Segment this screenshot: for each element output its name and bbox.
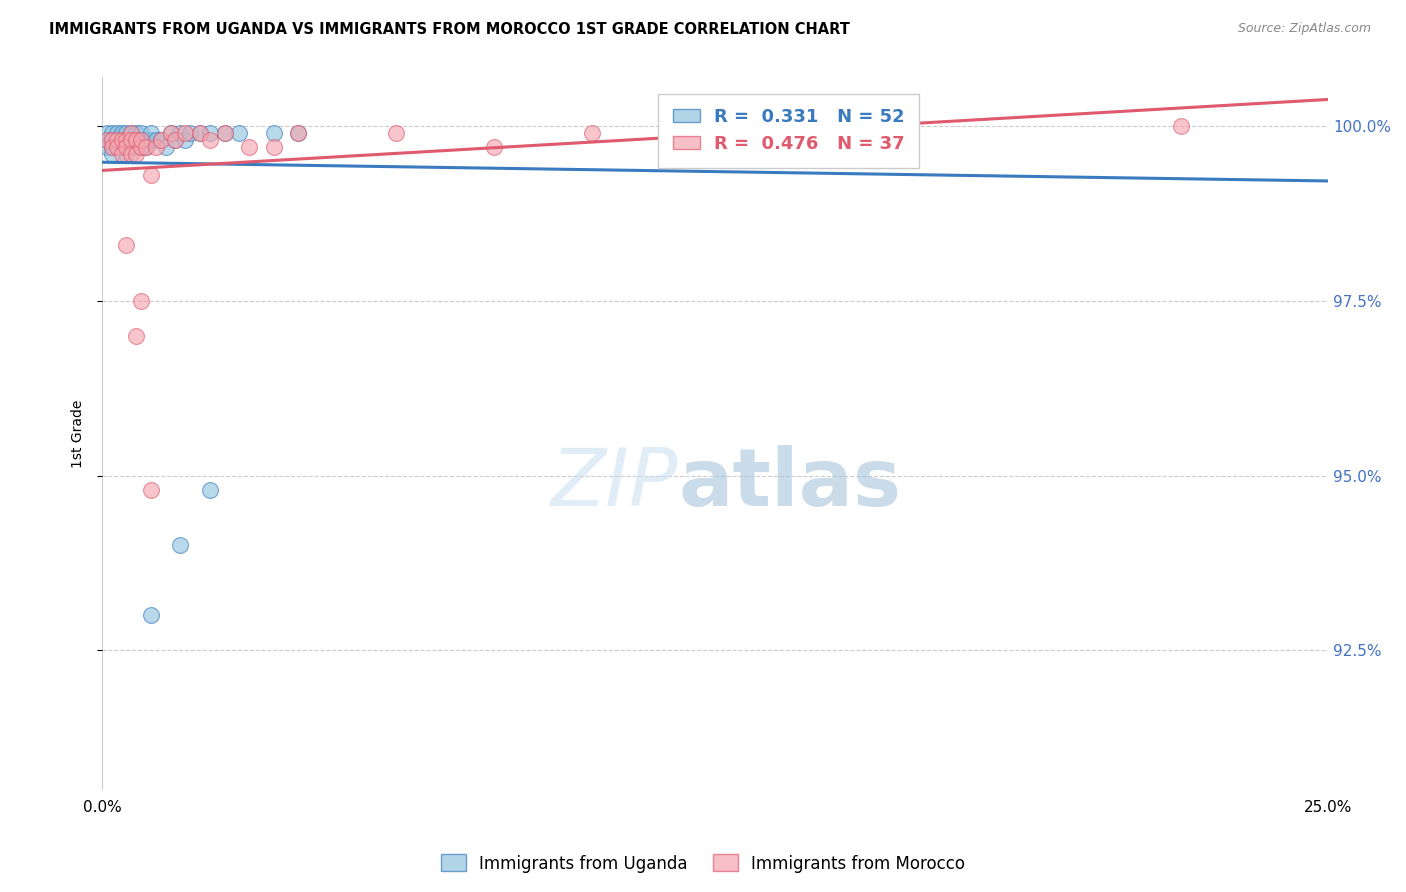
Point: [169, 126, 191, 140]
Point: [385, 126, 408, 140]
Y-axis label: 1st Grade: 1st Grade: [72, 400, 86, 467]
Point: [100, 140, 122, 154]
Point: [125, 126, 148, 140]
Point: [139, 483, 162, 497]
Point: [129, 140, 152, 154]
Point: [96, 133, 118, 147]
Point: [110, 133, 132, 147]
Point: [120, 133, 142, 147]
Text: atlas: atlas: [678, 444, 901, 523]
Point: [115, 140, 138, 154]
Point: [105, 140, 128, 154]
Point: [129, 133, 152, 147]
Point: [110, 140, 132, 154]
Point: [125, 133, 148, 147]
Point: [198, 126, 221, 140]
Point: [174, 126, 197, 140]
Point: [159, 126, 181, 140]
Point: [728, 120, 751, 134]
Point: [228, 126, 250, 140]
Point: [110, 133, 132, 147]
Point: [214, 126, 236, 140]
Point: [129, 133, 152, 147]
Point: [129, 140, 152, 154]
Point: [263, 140, 285, 154]
Point: [149, 133, 172, 147]
Point: [135, 140, 157, 154]
Point: [174, 133, 197, 147]
Point: [96, 140, 118, 154]
Point: [1170, 120, 1192, 134]
Point: [188, 126, 211, 140]
Point: [110, 147, 132, 161]
Point: [115, 126, 138, 140]
Point: [484, 140, 506, 154]
Legend: Immigrants from Uganda, Immigrants from Morocco: Immigrants from Uganda, Immigrants from …: [434, 847, 972, 880]
Point: [165, 133, 187, 147]
Point: [100, 147, 122, 161]
Point: [120, 126, 142, 140]
Point: [96, 133, 118, 147]
Point: [115, 133, 138, 147]
Point: [145, 140, 167, 154]
Point: [100, 133, 122, 147]
Point: [120, 126, 142, 140]
Point: [105, 133, 128, 147]
Point: [115, 133, 138, 147]
Point: [120, 133, 142, 147]
Point: [100, 133, 122, 147]
Point: [125, 140, 148, 154]
Point: [287, 126, 309, 140]
Point: [115, 133, 138, 147]
Point: [96, 126, 118, 140]
Point: [188, 126, 211, 140]
Point: [105, 133, 128, 147]
Point: [263, 126, 285, 140]
Point: [238, 140, 260, 154]
Point: [129, 293, 152, 308]
Point: [115, 238, 138, 252]
Point: [214, 126, 236, 140]
Point: [125, 147, 148, 161]
Point: [169, 538, 191, 552]
Point: [100, 126, 122, 140]
Text: ZIP: ZIP: [551, 444, 678, 523]
Point: [110, 133, 132, 147]
Point: [165, 133, 187, 147]
Point: [139, 133, 162, 147]
Point: [135, 140, 157, 154]
Point: [115, 147, 138, 161]
Point: [100, 133, 122, 147]
Point: [105, 126, 128, 140]
Point: [110, 126, 132, 140]
Point: [155, 140, 177, 154]
Point: [135, 133, 157, 147]
Point: [125, 329, 148, 343]
Point: [139, 126, 162, 140]
Point: [120, 147, 142, 161]
Point: [105, 140, 128, 154]
Point: [115, 140, 138, 154]
Point: [139, 168, 162, 182]
Point: [145, 133, 167, 147]
Point: [179, 126, 201, 140]
Point: [581, 126, 603, 140]
Point: [139, 608, 162, 623]
Legend: R =  0.331   N = 52, R =  0.476   N = 37: R = 0.331 N = 52, R = 0.476 N = 37: [658, 94, 920, 168]
Point: [125, 133, 148, 147]
Point: [198, 483, 221, 497]
Text: Source: ZipAtlas.com: Source: ZipAtlas.com: [1237, 22, 1371, 36]
Text: IMMIGRANTS FROM UGANDA VS IMMIGRANTS FROM MOROCCO 1ST GRADE CORRELATION CHART: IMMIGRANTS FROM UGANDA VS IMMIGRANTS FRO…: [49, 22, 851, 37]
Point: [105, 133, 128, 147]
Point: [120, 140, 142, 154]
Point: [149, 133, 172, 147]
Point: [159, 126, 181, 140]
Point: [129, 126, 152, 140]
Point: [198, 133, 221, 147]
Point: [100, 140, 122, 154]
Point: [287, 126, 309, 140]
